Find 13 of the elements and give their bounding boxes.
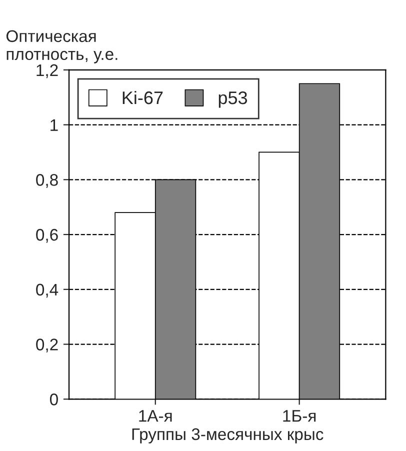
x-tick-label: 1Б-я — [283, 410, 316, 422]
y-axis-title: Оптическая плотность, у.е. — [6, 30, 118, 64]
y-tick-label: 1 — [50, 119, 58, 131]
legend-label: p53 — [218, 91, 248, 108]
y-tick-label: 0,6 — [36, 228, 58, 243]
y-tick-label: 0,2 — [36, 338, 58, 352]
legend-label: Ki-67 — [122, 90, 163, 104]
x-axis-title: Группы 3-месячных крыс — [132, 428, 324, 444]
y-tick-label: 0 — [50, 394, 58, 406]
y-tick-label: 1,2 — [36, 64, 58, 78]
y-tick-label: 0,4 — [36, 284, 58, 298]
y-tick-label: 0,8 — [36, 174, 58, 188]
x-tick-label: 1А-я — [139, 410, 172, 422]
